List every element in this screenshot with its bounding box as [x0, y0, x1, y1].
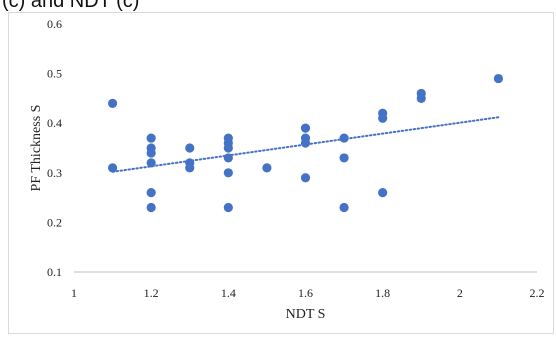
chart-frame [8, 12, 554, 334]
data-point [185, 143, 195, 153]
y-axis-title: PF Thickness S [29, 105, 44, 192]
figure-caption: (c) and NDT (c) [2, 0, 140, 12]
data-point [378, 188, 388, 198]
y-tick-label: 0.2 [47, 215, 62, 229]
data-point [223, 168, 233, 178]
data-point [493, 73, 504, 84]
data-point [107, 163, 118, 173]
data-point [223, 202, 233, 213]
x-tick-label: 1.4 [221, 286, 236, 300]
y-tick-label: 0.6 [47, 17, 62, 31]
data-point [146, 188, 156, 198]
trendline [111, 116, 500, 173]
data-point [300, 138, 311, 148]
data-point [416, 93, 426, 103]
data-point [300, 123, 311, 133]
data-point [300, 173, 311, 183]
data-point [185, 163, 195, 173]
x-tick-label: 2 [457, 286, 463, 300]
y-tick-label: 0.4 [47, 116, 62, 130]
x-tick-label: 1.2 [144, 286, 159, 300]
data-point [146, 148, 156, 158]
x-tick-label: 2.2 [530, 286, 545, 300]
data-point [223, 143, 233, 153]
x-axis-title: NDT S [286, 307, 326, 322]
data-point [339, 133, 349, 143]
x-tick-label: 1 [71, 286, 77, 300]
y-tick-label: 0.5 [47, 67, 62, 81]
y-axis-ticks: 0.1 0.2 0.3 0.4 0.5 0.6 [47, 17, 62, 279]
data-point [339, 153, 349, 163]
data-point [378, 113, 388, 123]
x-tick-label: 1.6 [298, 286, 313, 300]
data-point [146, 158, 156, 168]
data-point [146, 202, 156, 213]
data-point [223, 153, 233, 163]
data-point [262, 163, 272, 173]
y-tick-label: 0.3 [47, 166, 62, 180]
data-point [339, 202, 349, 213]
data-points [107, 73, 504, 213]
x-axis-ticks: 1 1.2 1.4 1.6 1.8 2 2.2 [71, 286, 545, 300]
y-tick-label: 0.1 [47, 265, 62, 279]
data-point [146, 133, 156, 143]
x-tick-label: 1.8 [375, 286, 390, 300]
data-point [107, 98, 118, 108]
